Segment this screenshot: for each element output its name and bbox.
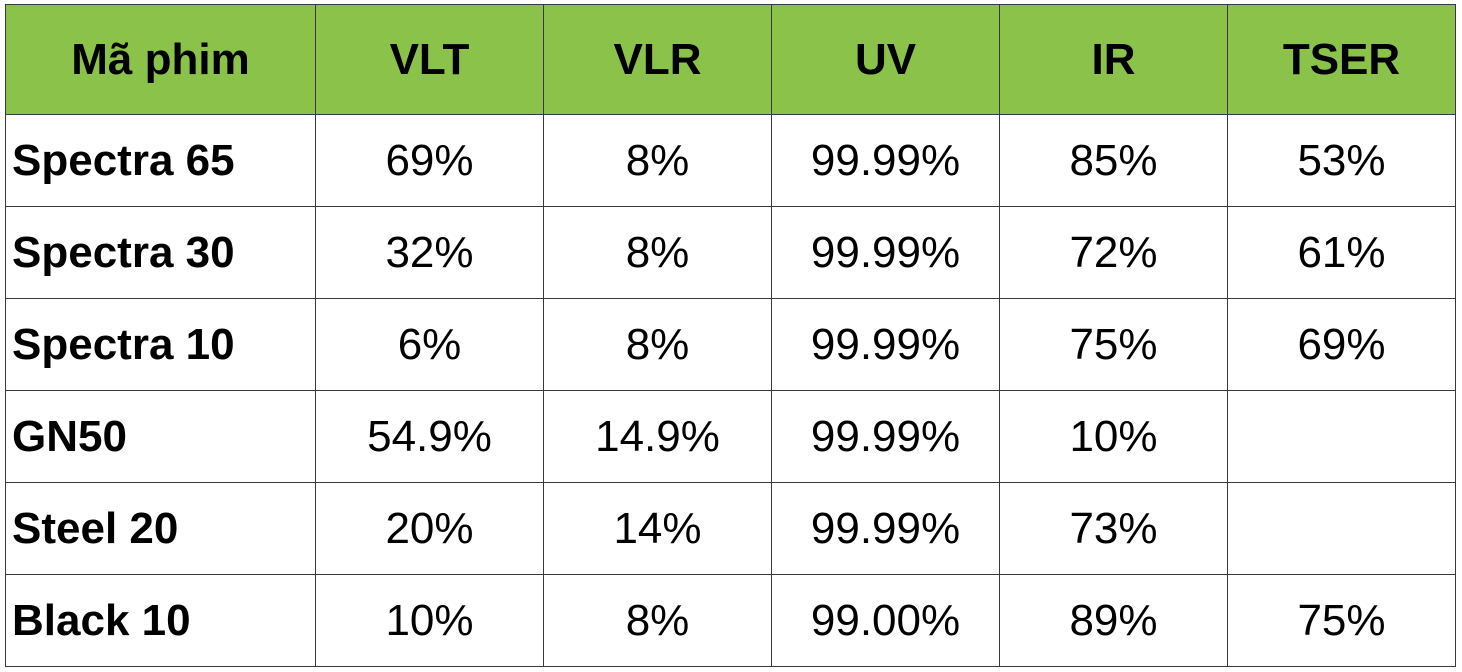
ir-cell: 85%: [999, 114, 1228, 207]
vlr-cell: 14.9%: [543, 390, 772, 483]
uv-cell: 99.99%: [771, 482, 1000, 575]
vlr-cell: 8%: [543, 206, 772, 299]
ir-cell: 72%: [999, 206, 1228, 299]
tser-cell: 75%: [1227, 574, 1456, 667]
vlt-cell: 69%: [315, 114, 544, 207]
film-name-cell: Spectra 10: [5, 298, 316, 391]
film-spec-table: Mã phim VLT VLR UV IR TSER Spectra 65 69…: [5, 4, 1456, 667]
vlr-cell: 8%: [543, 298, 772, 391]
film-name-cell: GN50: [5, 390, 316, 483]
tser-cell: 53%: [1227, 114, 1456, 207]
column-header-vlr: VLR: [543, 4, 772, 115]
vlr-cell: 8%: [543, 574, 772, 667]
vlt-cell: 54.9%: [315, 390, 544, 483]
tser-cell: 61%: [1227, 206, 1456, 299]
uv-cell: 99.99%: [771, 298, 1000, 391]
table-row: GN50 54.9% 14.9% 99.99% 10%: [5, 390, 1456, 483]
film-name-cell: Spectra 30: [5, 206, 316, 299]
ir-cell: 75%: [999, 298, 1228, 391]
uv-cell: 99.99%: [771, 114, 1000, 207]
vlr-cell: 8%: [543, 114, 772, 207]
ir-cell: 10%: [999, 390, 1228, 483]
vlt-cell: 20%: [315, 482, 544, 575]
tser-cell: 69%: [1227, 298, 1456, 391]
film-name-cell: Black 10: [5, 574, 316, 667]
column-header-vlt: VLT: [315, 4, 544, 115]
tser-cell: [1227, 390, 1456, 483]
column-header-tser: TSER: [1227, 4, 1456, 115]
table-row: Black 10 10% 8% 99.00% 89% 75%: [5, 574, 1456, 667]
vlt-cell: 32%: [315, 206, 544, 299]
tser-cell: [1227, 482, 1456, 575]
uv-cell: 99.00%: [771, 574, 1000, 667]
table-row: Spectra 65 69% 8% 99.99% 85% 53%: [5, 114, 1456, 207]
film-name-cell: Spectra 65: [5, 114, 316, 207]
table-row: Steel 20 20% 14% 99.99% 73%: [5, 482, 1456, 575]
vlt-cell: 10%: [315, 574, 544, 667]
film-name-cell: Steel 20: [5, 482, 316, 575]
ir-cell: 89%: [999, 574, 1228, 667]
table-row: Spectra 30 32% 8% 99.99% 72% 61%: [5, 206, 1456, 299]
column-header-film-code: Mã phim: [5, 4, 316, 115]
uv-cell: 99.99%: [771, 206, 1000, 299]
vlr-cell: 14%: [543, 482, 772, 575]
column-header-uv: UV: [771, 4, 1000, 115]
table-row: Spectra 10 6% 8% 99.99% 75% 69%: [5, 298, 1456, 391]
ir-cell: 73%: [999, 482, 1228, 575]
header-row: Mã phim VLT VLR UV IR TSER: [5, 4, 1456, 115]
uv-cell: 99.99%: [771, 390, 1000, 483]
column-header-ir: IR: [999, 4, 1228, 115]
vlt-cell: 6%: [315, 298, 544, 391]
